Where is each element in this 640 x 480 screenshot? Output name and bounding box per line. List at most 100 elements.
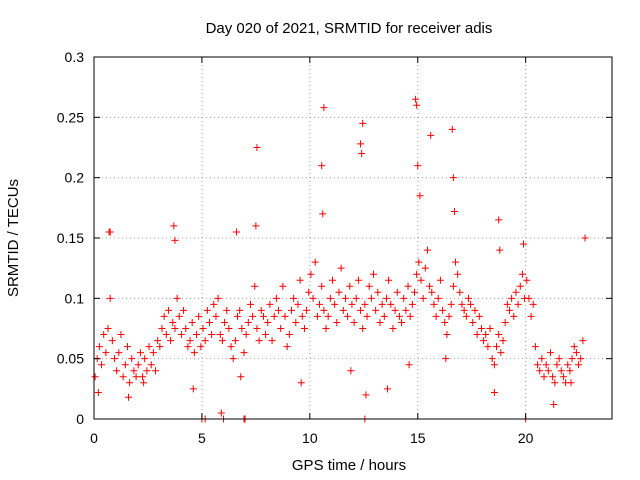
data-point [568, 355, 576, 363]
data-point [246, 300, 254, 308]
x-axis-label: GPS time / hours [292, 457, 406, 474]
data-point [363, 312, 371, 320]
data-point [214, 294, 222, 302]
data-point [538, 355, 546, 363]
data-point [170, 222, 178, 230]
data-point [432, 312, 440, 320]
data-point [497, 349, 505, 357]
data-point [347, 367, 355, 375]
data-point [313, 312, 321, 320]
data-point [567, 379, 575, 387]
data-point [462, 312, 470, 320]
data-point [98, 361, 106, 369]
data-point [141, 355, 149, 363]
data-point [510, 312, 518, 320]
data-point [505, 306, 513, 314]
data-point [186, 337, 194, 345]
data-point [490, 388, 498, 396]
data-point [305, 288, 313, 296]
data-point [337, 264, 345, 272]
data-point [439, 306, 447, 314]
data-point [164, 306, 172, 314]
data-point [518, 270, 526, 278]
data-point [501, 318, 509, 326]
data-point [520, 240, 528, 248]
data-point [113, 367, 121, 375]
data-point [555, 355, 563, 363]
chart-title: Day 020 of 2021, SRMTID for receiver adi… [206, 20, 493, 37]
data-point [496, 246, 504, 254]
y-axis-label: SRMTID / TECUs [5, 179, 22, 297]
data-point [136, 349, 144, 357]
data-point [283, 343, 291, 351]
data-point [171, 325, 179, 332]
data-point [447, 300, 455, 308]
data-point [441, 318, 449, 326]
data-point [516, 282, 524, 290]
data-point [508, 294, 516, 302]
data-point [100, 331, 108, 339]
data-point [331, 300, 339, 308]
data-point [298, 312, 306, 320]
data-point [419, 294, 427, 302]
data-point [490, 361, 498, 369]
data-point [546, 349, 554, 357]
data-point [454, 270, 462, 278]
data-point [210, 300, 218, 308]
data-point [352, 294, 360, 302]
data-point [495, 216, 503, 224]
data-point [242, 331, 250, 339]
data-point [123, 343, 131, 351]
data-point [221, 318, 229, 326]
data-point [488, 355, 496, 363]
data-point [149, 349, 157, 357]
data-point [318, 162, 326, 170]
data-point [512, 288, 520, 296]
data-point [216, 331, 224, 339]
data-point [201, 337, 209, 345]
data-point [536, 367, 544, 375]
data-point [404, 282, 412, 290]
data-point [570, 343, 578, 351]
data-point [322, 325, 330, 332]
data-point [140, 379, 148, 387]
data-point [413, 101, 421, 109]
data-point [319, 210, 327, 218]
data-point [549, 373, 557, 381]
data-point [449, 282, 457, 290]
data-point [102, 349, 110, 357]
data-point [391, 306, 399, 314]
data-point [309, 294, 317, 302]
data-point [294, 300, 302, 308]
data-point [359, 119, 367, 127]
data-point [244, 318, 252, 326]
data-point [300, 325, 308, 332]
data-point [416, 192, 424, 200]
data-point [272, 294, 280, 302]
data-point [339, 306, 347, 314]
data-point [264, 318, 272, 326]
data-point [152, 367, 160, 375]
data-point [426, 282, 434, 290]
data-point [227, 343, 235, 351]
data-point [240, 349, 248, 357]
data-point [320, 104, 328, 112]
data-point [234, 312, 242, 320]
data-point [237, 373, 245, 381]
data-point [126, 379, 134, 387]
data-point [380, 312, 388, 320]
data-point [542, 361, 550, 369]
data-point [236, 306, 244, 314]
data-point [464, 294, 472, 302]
data-point [540, 373, 548, 381]
data-point [251, 282, 259, 290]
data-point [95, 343, 103, 351]
data-point [208, 331, 216, 339]
data-point [414, 162, 422, 170]
data-point [158, 325, 166, 332]
data-point [199, 325, 207, 332]
data-point [405, 361, 413, 369]
data-point [189, 385, 197, 393]
data-point [346, 282, 354, 290]
